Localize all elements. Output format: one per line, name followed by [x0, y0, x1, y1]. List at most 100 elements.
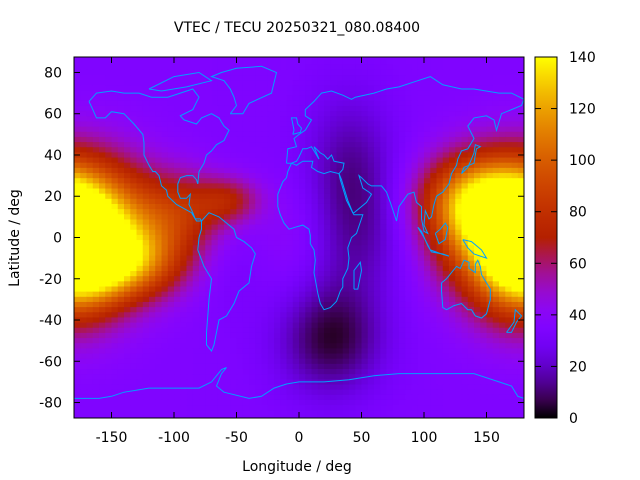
heatmap-cell — [111, 147, 119, 154]
heatmap-cell — [192, 131, 200, 138]
heatmap-cell — [317, 121, 325, 128]
heatmap-cell — [86, 250, 94, 257]
heatmap-cell — [105, 327, 113, 334]
heatmap-cell — [361, 307, 369, 313]
heatmap-cell — [292, 399, 300, 406]
heatmap-cell — [230, 384, 238, 391]
heatmap-cell — [324, 64, 331, 71]
heatmap-cell — [124, 363, 131, 370]
heatmap-cell — [480, 90, 488, 97]
heatmap-cell — [205, 75, 213, 81]
heatmap-cell — [330, 214, 338, 221]
heatmap-cell — [411, 116, 419, 123]
heatmap-cell — [217, 394, 225, 401]
heatmap-cell — [130, 307, 138, 313]
heatmap-cell — [161, 100, 169, 107]
heatmap-cell — [136, 57, 144, 61]
heatmap-cell — [155, 116, 163, 123]
heatmap-cell — [92, 363, 100, 370]
heatmap-cell — [80, 198, 88, 205]
heatmap-cell — [317, 369, 325, 375]
heatmap-cell — [261, 245, 269, 251]
heatmap-cell — [142, 59, 150, 66]
heatmap-cell — [105, 167, 113, 174]
heatmap-cell — [455, 193, 463, 200]
heatmap-cell — [199, 369, 206, 375]
heatmap-cell — [399, 353, 406, 360]
heatmap-cell — [480, 229, 488, 236]
heatmap-cell — [217, 276, 225, 282]
heatmap-cell — [186, 296, 194, 303]
heatmap-cell — [474, 286, 481, 293]
heatmap-cell — [249, 57, 256, 61]
heatmap-cell — [492, 369, 500, 375]
heatmap-cell — [417, 240, 425, 246]
heatmap-cell — [367, 332, 375, 339]
heatmap-cell — [499, 193, 506, 200]
heatmap-cell — [299, 126, 306, 133]
heatmap-cell — [455, 69, 463, 76]
heatmap-cell — [330, 203, 338, 210]
heatmap-cell — [430, 188, 438, 195]
heatmap-cell — [455, 183, 463, 190]
heatmap-cell — [80, 152, 88, 159]
heatmap-cell — [380, 322, 388, 329]
heatmap-cell — [86, 301, 94, 308]
heatmap-cell — [236, 317, 244, 324]
heatmap-cell — [286, 142, 294, 148]
heatmap-cell — [517, 240, 524, 246]
heatmap-cell — [192, 203, 200, 210]
heatmap-cell — [442, 126, 450, 133]
heatmap-cell — [430, 80, 438, 86]
heatmap-cell — [405, 203, 413, 210]
heatmap-cell — [99, 281, 106, 288]
heatmap-cell — [105, 260, 113, 267]
heatmap-cell — [467, 167, 475, 174]
heatmap-cell — [405, 111, 413, 117]
heatmap-cell — [80, 374, 88, 380]
heatmap-cell — [392, 332, 400, 339]
heatmap-cell — [292, 291, 300, 298]
heatmap-cell — [255, 353, 263, 360]
heatmap-cell — [411, 260, 419, 267]
heatmap-cell — [505, 394, 513, 401]
heatmap-cell — [442, 353, 450, 360]
heatmap-cell — [267, 281, 275, 288]
heatmap-cell — [449, 379, 456, 386]
heatmap-cell — [324, 111, 331, 117]
heatmap-cell — [424, 116, 431, 123]
heatmap-cell — [411, 203, 419, 210]
heatmap-cell — [392, 85, 400, 92]
heatmap-cell — [355, 399, 363, 406]
heatmap-cell — [486, 162, 494, 169]
heatmap-cell — [286, 203, 294, 210]
heatmap-cell — [299, 152, 306, 159]
heatmap-cell — [511, 291, 519, 298]
heatmap-cell — [142, 405, 150, 411]
heatmap-cell — [374, 276, 381, 282]
heatmap-cell — [442, 399, 450, 406]
heatmap-cell — [417, 286, 425, 293]
heatmap-cell — [499, 234, 506, 241]
heatmap-cell — [267, 245, 275, 251]
heatmap-cell — [242, 100, 250, 107]
heatmap-cell — [192, 193, 200, 200]
heatmap-cell — [461, 69, 469, 76]
heatmap-cell — [136, 229, 144, 236]
heatmap-cell — [280, 353, 288, 360]
heatmap-cell — [249, 105, 256, 112]
heatmap-cell — [461, 363, 469, 370]
heatmap-cell — [192, 152, 200, 159]
heatmap-cell — [211, 188, 219, 195]
heatmap-cell — [161, 85, 169, 92]
heatmap-cell — [211, 317, 219, 324]
heatmap-cell — [99, 255, 106, 262]
heatmap-cell — [499, 358, 506, 365]
heatmap-cell — [442, 85, 450, 92]
heatmap-cell — [124, 95, 131, 102]
heatmap-cell — [349, 147, 356, 154]
heatmap-cell — [311, 157, 319, 164]
heatmap-cell — [86, 64, 94, 71]
heatmap-cell — [499, 281, 506, 288]
heatmap-cell — [255, 178, 263, 184]
